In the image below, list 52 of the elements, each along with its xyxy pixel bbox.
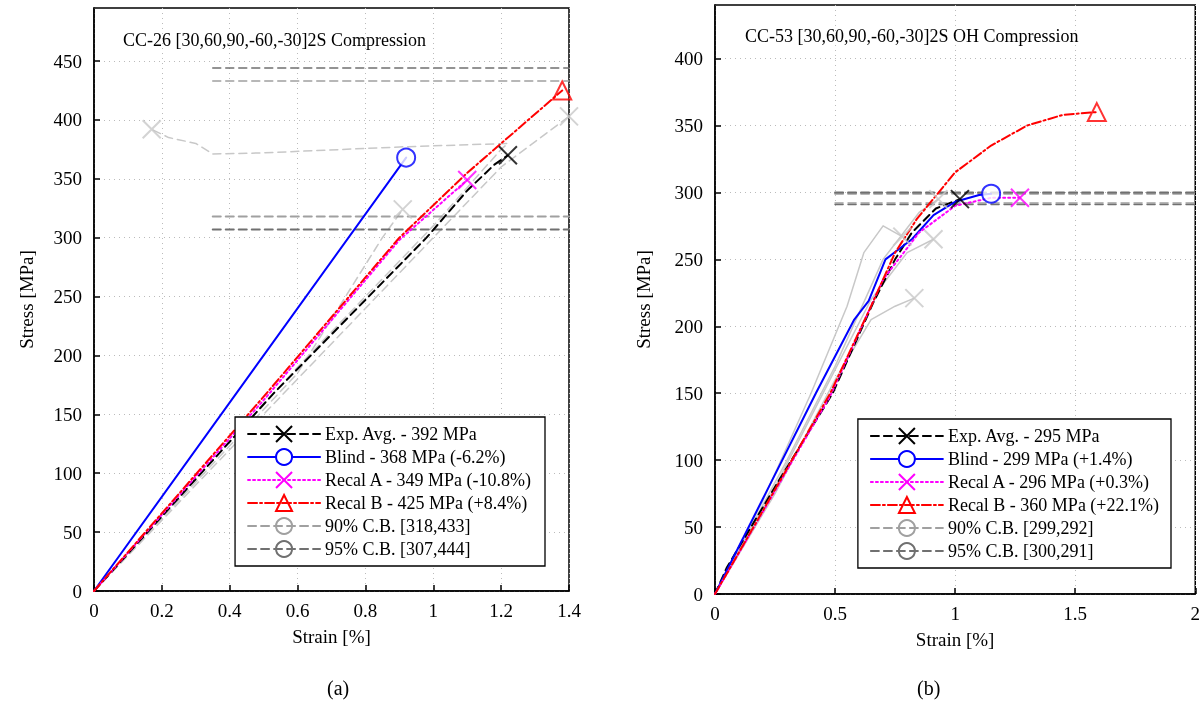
x-axis-title: Strain [%] bbox=[292, 626, 371, 647]
legend-label: 90% C.B. [318,433] bbox=[325, 516, 471, 536]
text: (a) bbox=[327, 677, 350, 700]
x-tick-label: 0 bbox=[89, 600, 99, 621]
text: CC-53 [30,60,90,-60,-30]2S OH Compression bbox=[745, 26, 1079, 46]
y-tick-label: 300 bbox=[674, 181, 703, 203]
x-tick-label: 2 bbox=[1190, 603, 1200, 624]
legend-label: Exp. Avg. - 392 MPa bbox=[325, 424, 477, 444]
y-tick-label: 350 bbox=[674, 114, 703, 136]
y-tick-label: 250 bbox=[674, 248, 703, 270]
text: (b) bbox=[917, 677, 941, 700]
x-tick-label: 0.4 bbox=[217, 600, 243, 621]
x-tick-label: 1 bbox=[950, 603, 960, 624]
legend-label: Exp. Avg. - 295 MPa bbox=[947, 426, 1100, 446]
y-tick-label: 200 bbox=[53, 344, 82, 366]
x-tick-label: 0.5 bbox=[823, 603, 847, 624]
y-tick-label: 200 bbox=[674, 315, 703, 337]
legend-label: Recal B - 360 MPa (+22.1%) bbox=[947, 495, 1160, 516]
legend-label: Blind - 368 MPa (-6.2%) bbox=[325, 447, 506, 468]
y-tick-label: 400 bbox=[674, 48, 703, 70]
y-tick-label: 450 bbox=[53, 50, 82, 72]
legend-label: Recal A - 349 MPa (-10.8%) bbox=[325, 470, 532, 491]
x-tick-label: 0.2 bbox=[149, 600, 174, 621]
y-tick-label: 50 bbox=[684, 516, 703, 538]
legend-label: Recal B - 425 MPa (+8.4%) bbox=[325, 493, 528, 514]
x-axis-title: Strain [%] bbox=[915, 629, 995, 650]
legend-label: Blind - 299 MPa (+1.4%) bbox=[947, 449, 1133, 470]
legend-label: Recal A - 296 MPa (+0.3%) bbox=[947, 472, 1150, 493]
y-tick-label: 250 bbox=[53, 286, 82, 308]
y-tick-label: 400 bbox=[53, 109, 82, 131]
y-tick-label: 300 bbox=[53, 227, 82, 249]
y-tick-label: 50 bbox=[63, 521, 82, 543]
y-tick-label: 150 bbox=[674, 382, 703, 404]
x-tick-label: 0.6 bbox=[285, 600, 310, 621]
y-tick-label: 100 bbox=[53, 462, 82, 484]
x-tick-label: 0 bbox=[710, 603, 720, 624]
y-tick-label: 350 bbox=[53, 168, 82, 190]
y-tick-label: 150 bbox=[53, 403, 82, 425]
y-axis-title: Stress [MPa] bbox=[16, 250, 37, 349]
y-tick-label: 0 bbox=[693, 583, 703, 605]
y-axis-title: Stress [MPa] bbox=[633, 250, 654, 349]
y-tick-label: 0 bbox=[72, 580, 82, 602]
text: CC-26 [30,60,90,-60,-30]2S Compression bbox=[123, 30, 426, 50]
x-tick-label: 1.2 bbox=[489, 600, 514, 621]
legend-label: 95% C.B. [307,444] bbox=[325, 539, 471, 559]
x-tick-label: 0.8 bbox=[353, 600, 378, 621]
legend-label: 95% C.B. [300,291] bbox=[947, 541, 1094, 561]
legend-label: 90% C.B. [299,292] bbox=[947, 518, 1094, 538]
x-tick-label: 1 bbox=[428, 600, 439, 621]
x-tick-label: 1.5 bbox=[1063, 603, 1088, 624]
y-tick-label: 100 bbox=[674, 449, 703, 471]
x-tick-label: 1.4 bbox=[557, 600, 582, 621]
